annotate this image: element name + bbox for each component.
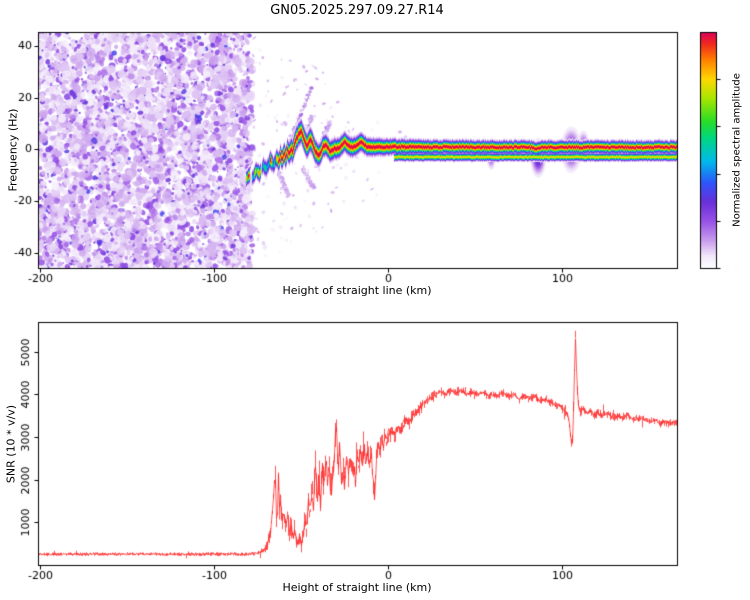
figure-title: GN05.2025.297.09.27.R14 [270, 3, 444, 18]
colorbar-label: Normalized spectral amplitude [731, 73, 743, 227]
spectrogram-ylabel: Frequency (Hz) [6, 108, 20, 192]
snr-xlabel: Height of straight line (km) [282, 581, 432, 594]
snr-ylabel: SNR (10 * v/v) [4, 404, 18, 484]
spectrogram-xlabel: Height of straight line (km) [282, 284, 432, 297]
